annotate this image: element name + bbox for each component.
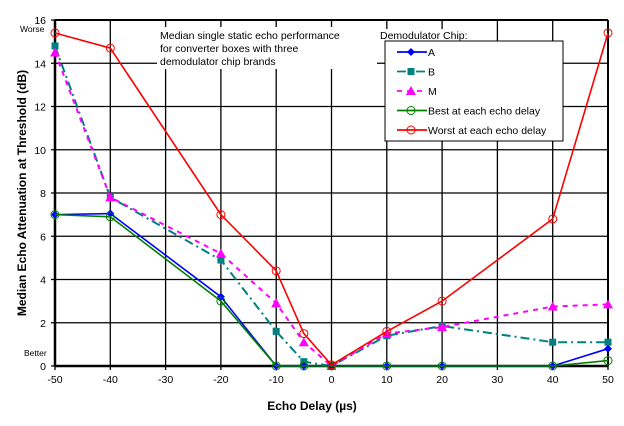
data-point [382,326,392,336]
data-point [216,296,226,306]
x-tick-label: -20 [213,374,228,386]
series-line [54,45,608,368]
data-point [382,361,392,371]
y-tick-labels: 0 2 4 6 8 10 12 14 16 [34,15,46,373]
legend-label: B [428,67,435,79]
annotation-line-1: Median single static echo performance [160,30,340,42]
x-tick-label: 0 [329,374,335,386]
series-line [54,32,609,366]
legend-label: A [428,47,435,59]
data-point [215,248,226,258]
x-tick-label: -30 [158,374,173,386]
data-point [217,256,225,264]
x-axis-label: Echo Delay (µs) [267,399,357,413]
legend-item: M [397,86,437,98]
data-point [272,327,280,335]
series-worst-at-each-echo-delay [50,28,613,370]
data-point [216,210,226,220]
x-tick-label: -10 [269,374,284,386]
data-point [603,28,613,38]
data-point [105,212,115,222]
y-axis-label: Median Echo Attenuation at Threshold (dB… [15,70,29,316]
annotation-line-3: demodulator chip brands [160,56,276,68]
data-point [106,209,115,218]
y-tick-label: 12 [34,102,46,114]
legend-label: M [428,86,437,98]
legend-item: A [397,47,435,59]
y-tick-label: 0 [40,361,46,373]
data-point [549,338,557,346]
x-tick-label: 20 [436,374,448,386]
x-tick-label: -40 [103,374,118,386]
data-point [105,192,116,202]
data-point [548,361,558,371]
data-point [271,266,281,276]
data-point [603,299,613,309]
annotation: Median single static echo performance fo… [157,27,377,69]
y-tick-label: 14 [34,58,46,70]
legend-marker [407,48,415,56]
series-line [54,213,609,367]
data-point [299,329,309,339]
legend-marker [406,106,416,115]
data-point [50,28,60,38]
legend-label: Best at each echo delay [428,106,541,118]
y-tick-label: 10 [34,145,46,157]
y-tick-label: 8 [40,188,46,200]
legend-marker [406,125,416,135]
data-point [437,361,447,371]
legend: Demodulator Chip: ABM Best at each echo d… [376,29,564,142]
data-point [271,361,281,371]
series-layer [50,28,613,371]
y-tick-label: 6 [40,231,46,243]
data-point [50,210,60,220]
data-point [548,214,558,224]
data-point [327,360,336,370]
data-point [604,344,612,353]
data-point [298,337,309,347]
y-tick-label: 16 [34,15,46,27]
x-tick-label: 40 [547,374,559,386]
data-point [381,328,392,338]
legend-item: B [397,67,435,79]
legend-label: Worst at each echo delay [428,125,547,137]
legend-title: Demodulator Chip: [380,30,468,42]
data-point [604,338,612,346]
legend-marker [406,86,416,95]
data-point [271,298,282,308]
annotation-line-2: for converter boxes with three [160,43,298,55]
data-point [547,301,558,311]
x-tick-label: 10 [381,374,393,386]
y-tick-label: 4 [40,275,46,287]
y-tick-label: 2 [40,318,46,330]
data-point [50,47,60,57]
worse-label: Worse [20,24,45,34]
x-tick-label: 50 [602,374,614,386]
data-point [105,43,115,53]
data-point [437,322,448,332]
data-point [299,361,309,371]
data-point [51,42,59,50]
x-tick-labels: -50 -40 -30 -20 -10 0 10 20 30 40 50 [47,374,614,386]
series-line [54,52,609,368]
x-tick-label: 30 [492,374,504,386]
legend-item: Worst at each echo delay [397,125,547,137]
data-point [437,296,447,306]
legend-marker [407,68,415,75]
data-point [603,356,613,366]
better-label: Better [24,348,47,358]
x-tick-label: -50 [47,374,62,386]
legend-item: Best at each echo delay [397,106,541,118]
